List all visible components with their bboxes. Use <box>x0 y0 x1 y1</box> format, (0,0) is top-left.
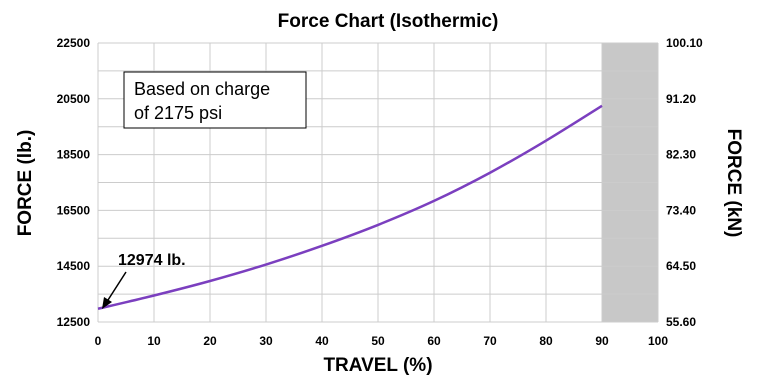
grid-lines <box>97 42 659 323</box>
y-tick-label: 18500 <box>57 148 91 162</box>
note-line-2: of 2175 psi <box>134 103 222 123</box>
chart-title: Force Chart (Isothermic) <box>278 11 499 32</box>
y-tick-label: 16500 <box>57 203 91 217</box>
x-tick-label: 100 <box>648 334 668 348</box>
y-axis-right-ticks: 55.60 64.50 73.40 82.30 91.20 100.10 <box>666 36 703 329</box>
x-tick-label: 90 <box>595 334 609 348</box>
y-tick-label: 14500 <box>57 259 91 273</box>
note-box: Based on charge of 2175 psi <box>123 71 307 129</box>
note-line-1: Based on charge <box>134 79 270 99</box>
y2-tick-label: 73.40 <box>666 203 696 217</box>
arrow-head-icon <box>102 297 112 309</box>
x-tick-label: 80 <box>539 334 553 348</box>
y-tick-label: 12500 <box>57 315 91 329</box>
x-tick-label: 20 <box>203 334 217 348</box>
x-tick-label: 30 <box>259 334 273 348</box>
x-tick-label: 0 <box>95 334 102 348</box>
y-tick-label: 22500 <box>57 36 91 50</box>
x-tick-label: 60 <box>427 334 441 348</box>
series-line <box>97 104 603 310</box>
y-axis-right-label: FORCE (kN) <box>723 129 744 238</box>
y2-tick-label: 82.30 <box>666 148 696 162</box>
y-axis-left-ticks: 12500 14500 16500 18500 20500 22500 <box>57 36 91 329</box>
start-value-label: 12974 lb. <box>118 252 186 269</box>
x-axis-label: TRAVEL (%) <box>323 355 432 376</box>
y2-tick-label: 55.60 <box>666 315 696 329</box>
y-axis-left-label: FORCE (lb.) <box>15 130 36 237</box>
y2-tick-label: 64.50 <box>666 259 696 273</box>
x-tick-label: 50 <box>371 334 385 348</box>
callout-arrow-line <box>107 271 127 301</box>
x-axis-ticks: 0 10 20 30 40 50 60 70 80 90 100 <box>95 334 669 348</box>
y2-tick-label: 91.20 <box>666 92 696 106</box>
y-tick-label: 20500 <box>57 92 91 106</box>
start-callout: 12974 lb. <box>102 252 186 309</box>
y2-tick-label: 100.10 <box>666 36 703 50</box>
x-tick-label: 70 <box>483 334 497 348</box>
x-tick-label: 10 <box>147 334 161 348</box>
x-tick-label: 40 <box>315 334 329 348</box>
